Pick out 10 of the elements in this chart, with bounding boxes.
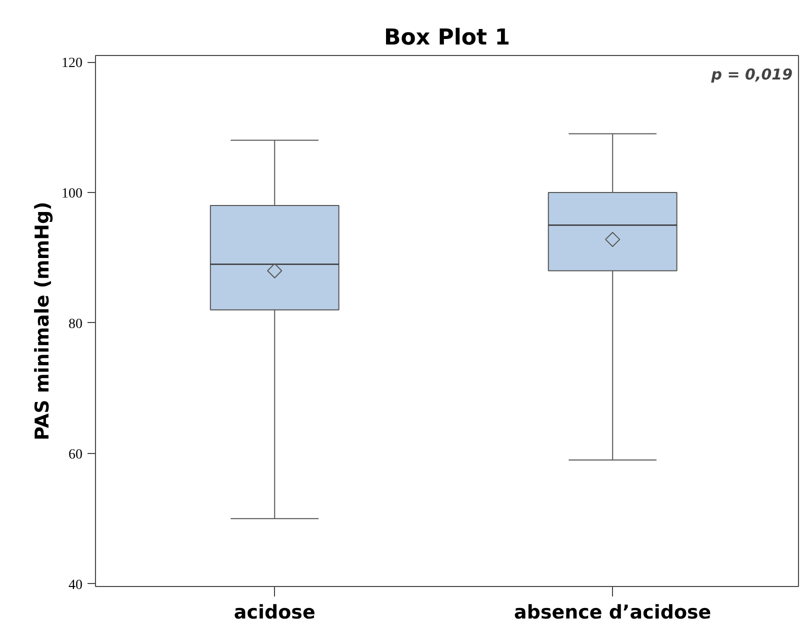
x-tick-label: absence d’acidose (514, 602, 712, 624)
y-tick-label: 60 (68, 447, 82, 462)
y-tick-label: 120 (62, 56, 82, 72)
y-tick-label: 40 (68, 578, 82, 593)
x-tick-label: acidose (234, 602, 316, 624)
y-tick-label: 80 (68, 316, 82, 332)
chart-title: Box Plot 1 (384, 26, 510, 50)
y-axis-title: PAS minimale (mmHg) (32, 202, 54, 440)
annotation: p = 0,019 (710, 66, 793, 84)
y-tick-label: 100 (62, 186, 82, 202)
